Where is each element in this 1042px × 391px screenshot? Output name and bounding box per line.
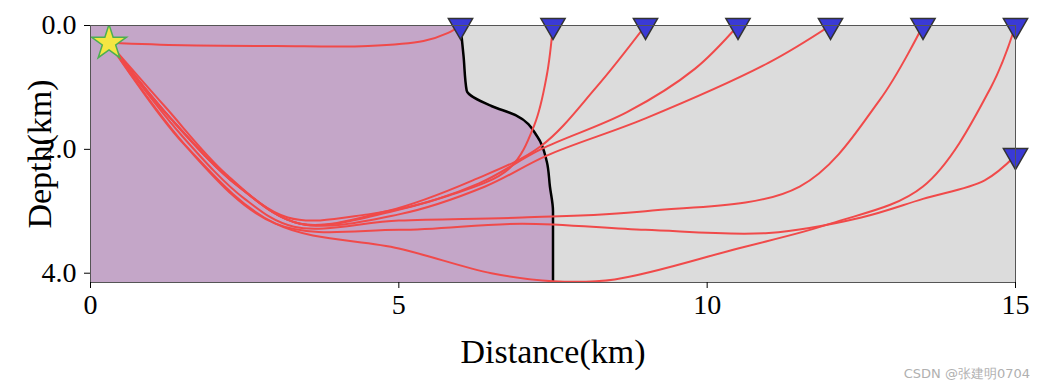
svg-text:2.0: 2.0 [41,133,77,165]
svg-text:0.0: 0.0 [42,9,77,40]
svg-text:10: 10 [693,289,721,320]
svg-text:15: 15 [1002,289,1030,320]
svg-text:Distance(km): Distance(km) [460,333,645,371]
svg-text:Depth(km): Depth(km) [21,79,59,228]
svg-text:5: 5 [392,289,406,320]
svg-text:4.0: 4.0 [42,257,77,288]
svg-text:0: 0 [84,289,98,320]
html-text:CSDN @张建明0704: CSDN @张建明0704 [903,366,1030,381]
